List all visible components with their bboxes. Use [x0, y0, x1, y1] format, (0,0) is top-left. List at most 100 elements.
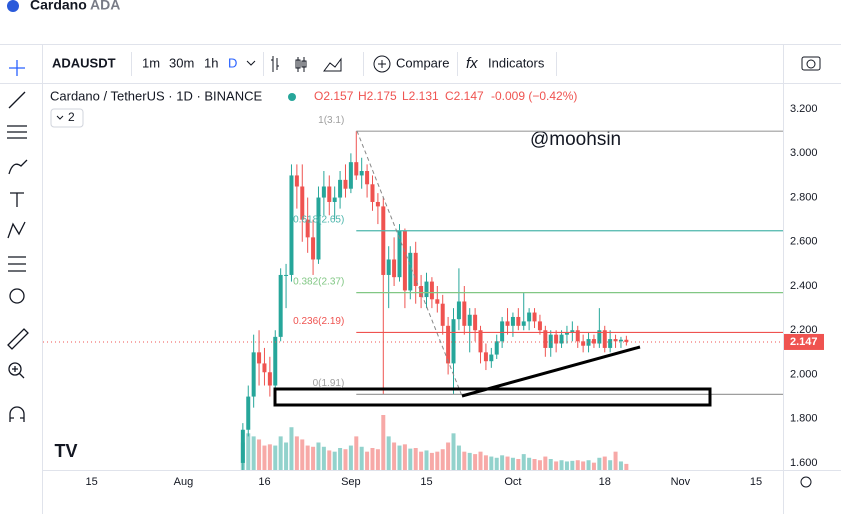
y-tick-label: 3.200 — [790, 103, 818, 115]
candle-body — [381, 206, 386, 275]
last-price-label: 2.147 — [790, 336, 818, 348]
volume-bar — [462, 451, 467, 470]
compare-icon[interactable] — [373, 55, 391, 73]
snapshot-button[interactable] — [801, 56, 821, 71]
interval-button[interactable]: 1h — [204, 55, 218, 70]
volume-bar — [527, 457, 532, 470]
interval-button[interactable]: D — [228, 55, 237, 70]
candle-body — [354, 162, 359, 176]
settings-button[interactable] — [800, 476, 812, 488]
volume-bar — [537, 460, 542, 470]
volume-bar — [613, 451, 618, 470]
fib-label: 0(1.91) — [313, 378, 345, 389]
icon-tool[interactable] — [9, 288, 25, 304]
x-tick-label: Oct — [504, 476, 521, 488]
volume-bar — [294, 436, 299, 470]
volume-bar — [327, 450, 332, 470]
volume-bar — [500, 455, 505, 470]
volume-bar — [289, 427, 294, 470]
interval-button[interactable]: 1m — [142, 55, 160, 70]
magnet-tool[interactable] — [9, 406, 25, 422]
box-drawing — [273, 387, 712, 407]
candle-body — [575, 330, 580, 342]
candle-body — [602, 330, 607, 348]
divider — [783, 44, 784, 514]
candle-body — [451, 319, 456, 364]
candle-body — [489, 354, 494, 362]
candle-body — [618, 339, 623, 342]
candle-body — [375, 201, 380, 207]
volume-bar — [365, 451, 370, 470]
ohlc-low: L2.131 — [402, 89, 439, 103]
fib-tool[interactable] — [7, 125, 27, 139]
candle-body — [408, 252, 413, 291]
candle-body — [386, 259, 391, 275]
volume-bar — [478, 451, 483, 470]
volume-bar — [456, 445, 461, 470]
x-tick-label: Sep — [341, 476, 361, 488]
volume-bar — [521, 454, 526, 470]
prediction-tool[interactable] — [8, 256, 26, 272]
trendline-tool[interactable] — [8, 91, 26, 109]
brush-tool[interactable] — [8, 159, 28, 175]
candle-body — [521, 321, 526, 326]
asset-ticker: ADA — [90, 0, 120, 13]
candle-body — [343, 179, 348, 189]
candle-body — [462, 301, 467, 326]
y-tick-label: 2.800 — [790, 191, 818, 203]
zoom-tool[interactable] — [8, 362, 22, 376]
volume-bar — [332, 451, 337, 470]
candle-body — [467, 314, 472, 326]
indicator-count: 2 — [68, 110, 75, 124]
x-tick-label: 16 — [258, 476, 270, 488]
volume-bar — [267, 444, 272, 470]
collapse-button[interactable] — [50, 108, 84, 128]
x-tick-label: 15 — [750, 476, 762, 488]
volume-bar — [402, 444, 407, 470]
indicators-button[interactable]: Indicators — [488, 55, 545, 70]
symbol-button[interactable]: ADAUSDT — [52, 55, 116, 70]
interval-dropdown[interactable] — [246, 60, 256, 66]
ohlc-close: C2.147 — [445, 89, 484, 103]
volume-bar — [386, 436, 391, 470]
candle-body — [510, 316, 515, 326]
divider — [363, 52, 364, 76]
candle-body — [548, 334, 553, 348]
volume-bar — [321, 446, 326, 470]
compare-icon[interactable] — [378, 60, 386, 68]
candle-body — [483, 352, 488, 362]
compare-button[interactable]: Compare — [396, 55, 449, 70]
volume-bar — [451, 433, 456, 470]
indicators-icon[interactable]: fx — [466, 55, 478, 72]
tv-logo[interactable]: TV — [54, 441, 77, 461]
fib-label: 0.618(2.65) — [293, 214, 344, 225]
asset-name: Cardano — [30, 0, 87, 13]
y-tick-label: 3.000 — [790, 147, 818, 159]
candle-body — [365, 171, 370, 185]
x-tick-label: 15 — [85, 476, 97, 488]
candle-body — [591, 339, 596, 344]
chart-style-icons[interactable] — [271, 56, 342, 72]
volume-bar — [608, 460, 613, 470]
volume-bar — [305, 445, 310, 470]
volume-bar — [575, 460, 580, 470]
volume-bar — [494, 457, 499, 470]
volume-bar — [311, 446, 316, 470]
volume-bar — [300, 439, 305, 470]
candle-body — [392, 259, 397, 278]
crosshair-tool[interactable] — [9, 60, 25, 76]
interval-button[interactable]: 30m — [169, 55, 194, 70]
measure-tool[interactable] — [7, 328, 29, 350]
volume-bar — [316, 442, 321, 470]
pattern-tool[interactable] — [7, 221, 26, 239]
volume-bar — [586, 460, 591, 470]
volume-bar — [257, 439, 262, 470]
candle-body — [473, 314, 478, 331]
fib-label: 0.382(2.37) — [293, 276, 344, 287]
candle-body — [537, 321, 542, 331]
text-tool[interactable] — [10, 192, 24, 207]
candle-body — [429, 281, 434, 300]
volume-bar — [440, 449, 445, 470]
divider — [263, 52, 264, 76]
candle-body — [500, 321, 505, 342]
